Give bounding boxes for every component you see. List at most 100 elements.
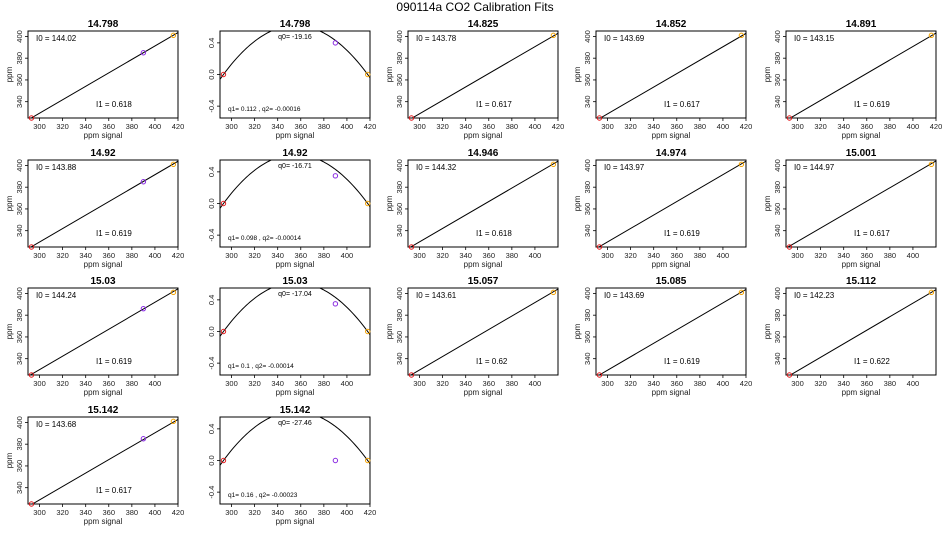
x-tick-label: 320 bbox=[248, 508, 261, 517]
y-axis-label: ppm bbox=[573, 323, 582, 339]
x-axis-label: ppm signal bbox=[652, 388, 691, 397]
fit-line bbox=[409, 160, 558, 247]
x-tick-label: 400 bbox=[717, 251, 730, 260]
panel-title: 14.92 bbox=[282, 148, 307, 159]
y-axis-label: ppm bbox=[5, 66, 14, 82]
x-tick-label: 380 bbox=[318, 508, 331, 517]
panel-11: 15.03 300 320 340 360 380 400 340 360 380 400 ppm s… bbox=[5, 276, 179, 397]
x-tick-label: 340 bbox=[837, 122, 850, 131]
plot-frame bbox=[27, 30, 179, 119]
x-tick-label: 320 bbox=[814, 251, 827, 260]
q0-label: q0= -17.04 bbox=[278, 291, 312, 298]
data-point-low bbox=[220, 328, 227, 335]
x-axis-label: ppm signal bbox=[276, 260, 315, 269]
data-point-low bbox=[408, 115, 415, 121]
plot-frame bbox=[27, 287, 179, 376]
x-tick-label: 300 bbox=[601, 122, 614, 131]
fit-line bbox=[411, 32, 558, 118]
x-tick-label: 400 bbox=[907, 251, 920, 260]
x-tick-label: 420 bbox=[172, 508, 185, 517]
data-point-low bbox=[28, 372, 35, 378]
x-tick-label: 340 bbox=[79, 508, 92, 517]
plot-frame bbox=[219, 416, 371, 505]
panel-6: 14.92 300 320 340 360 380 400 420 340 360 380 400 pp… bbox=[5, 148, 184, 269]
x-tick-label: 360 bbox=[103, 122, 116, 131]
data-point-low bbox=[596, 372, 603, 378]
slope-label: I1 = 0.617 bbox=[96, 486, 132, 495]
x-tick-label: 340 bbox=[271, 122, 284, 131]
x-tick-label: 360 bbox=[861, 251, 874, 260]
x-tick-label: 360 bbox=[295, 379, 308, 388]
y-tick-label: 360 bbox=[773, 331, 782, 344]
x-tick-label: 340 bbox=[271, 251, 284, 260]
plot-frame bbox=[219, 30, 371, 119]
y-tick-label: 340 bbox=[395, 352, 404, 365]
y-tick-label: 360 bbox=[773, 203, 782, 216]
x-tick-label: 320 bbox=[56, 251, 69, 260]
x-tick-label: 340 bbox=[79, 379, 92, 388]
y-tick-label: 360 bbox=[15, 203, 24, 216]
fit-line bbox=[789, 32, 936, 118]
y-tick-label: 340 bbox=[773, 352, 782, 365]
x-axis-label: ppm signal bbox=[276, 388, 315, 397]
data-point-low bbox=[220, 200, 227, 207]
panel-title: 14.891 bbox=[846, 19, 877, 30]
y-tick-label: 340 bbox=[395, 224, 404, 237]
y-tick-label: -0.4 bbox=[207, 229, 216, 242]
x-tick-label: 400 bbox=[149, 122, 162, 131]
fit-line bbox=[29, 288, 178, 375]
data-point-high bbox=[928, 161, 935, 168]
y-axis-label: ppm bbox=[573, 66, 582, 82]
x-tick-label: 420 bbox=[364, 122, 377, 131]
x-axis-label: ppm signal bbox=[652, 131, 691, 140]
data-point-high bbox=[738, 32, 745, 39]
y-axis-label: ppm bbox=[763, 323, 772, 339]
data-point-low bbox=[596, 115, 603, 121]
panel-title: 15.085 bbox=[656, 276, 687, 287]
fit-line bbox=[597, 160, 746, 247]
x-tick-label: 340 bbox=[837, 251, 850, 260]
x-tick-label: 380 bbox=[126, 379, 139, 388]
y-tick-label: 360 bbox=[15, 331, 24, 344]
x-axis-label: ppm signal bbox=[276, 131, 315, 140]
x-tick-label: 360 bbox=[671, 122, 684, 131]
plot-frame bbox=[595, 287, 747, 376]
fit-line bbox=[30, 32, 178, 118]
data-point-mid bbox=[332, 457, 339, 464]
x-tick-label: 340 bbox=[79, 122, 92, 131]
plot-frame bbox=[785, 159, 937, 248]
data-point-high bbox=[928, 32, 935, 39]
x-tick-label: 300 bbox=[791, 251, 804, 260]
panel-title: 15.057 bbox=[468, 276, 499, 287]
intercept-label: I0 = 143.69 bbox=[604, 34, 645, 43]
slope-label: I1 = 0.619 bbox=[96, 357, 132, 366]
x-tick-label: 340 bbox=[271, 508, 284, 517]
x-tick-label: 400 bbox=[341, 508, 354, 517]
panel-title: 14.825 bbox=[468, 19, 499, 30]
intercept-label: I0 = 143.68 bbox=[36, 420, 77, 429]
panel-5: 14.891 300 320 340 360 380 400 420 340 360 380 400 p… bbox=[763, 19, 942, 140]
y-tick-label: 340 bbox=[583, 95, 592, 108]
panel-title: 14.974 bbox=[656, 148, 687, 159]
fit-curve bbox=[220, 417, 370, 466]
y-tick-label: 380 bbox=[15, 52, 24, 65]
y-tick-label: 380 bbox=[395, 309, 404, 322]
fit-line bbox=[409, 288, 558, 375]
panel-title: 15.001 bbox=[846, 148, 877, 159]
y-tick-label: 0.4 bbox=[207, 295, 216, 305]
slope-label: I1 = 0.619 bbox=[664, 229, 700, 238]
data-point-mid bbox=[332, 173, 339, 179]
data-point-high bbox=[738, 289, 745, 296]
x-tick-label: 360 bbox=[483, 122, 496, 131]
x-tick-label: 420 bbox=[930, 122, 943, 131]
x-tick-label: 400 bbox=[529, 251, 542, 260]
intercept-label: I0 = 143.69 bbox=[604, 291, 645, 300]
plot-frame bbox=[407, 30, 559, 119]
data-point-low bbox=[786, 244, 793, 250]
slope-label: I1 = 0.619 bbox=[854, 100, 890, 109]
x-tick-label: 360 bbox=[103, 379, 116, 388]
x-tick-label: 300 bbox=[33, 379, 46, 388]
x-tick-label: 400 bbox=[341, 379, 354, 388]
x-tick-label: 360 bbox=[671, 251, 684, 260]
